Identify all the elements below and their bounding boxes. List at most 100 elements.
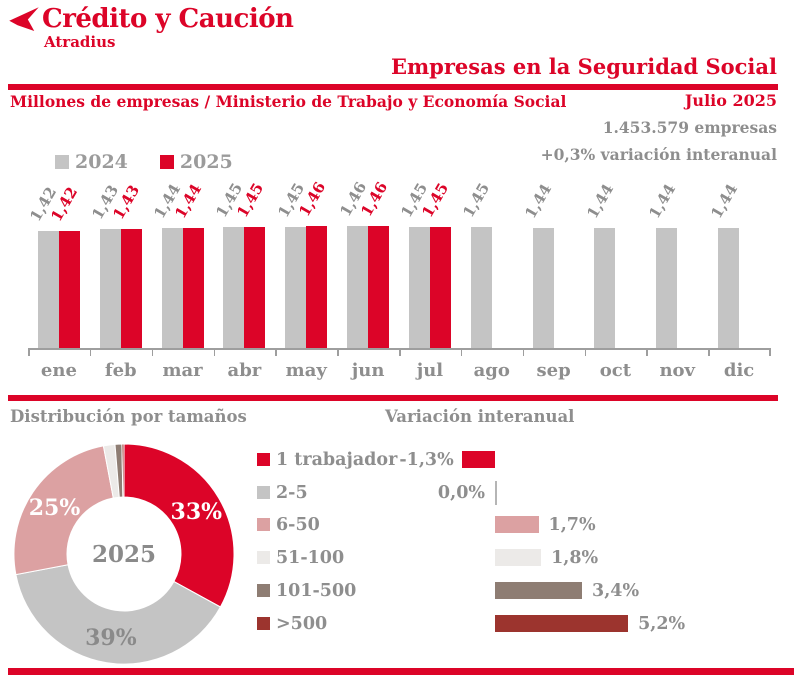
x-axis-tick: [275, 348, 277, 356]
bar-chart-legend: 2024 2025: [55, 151, 233, 173]
size-legend-swatch--500: [257, 616, 270, 630]
x-axis-label-dic: dic: [723, 360, 755, 381]
size-legend-swatch-101-500: [257, 583, 270, 597]
x-axis-label-abr: abr: [227, 360, 262, 381]
bar-2024-feb: [99, 229, 121, 348]
bar-2024-oct: [594, 228, 616, 348]
bar-2025-abr: [244, 226, 266, 348]
size-legend-label-1-trabajador: 1 trabajador: [276, 450, 398, 470]
size-distribution-donut-chart: 33% 39% 25% 2025: [13, 443, 235, 665]
x-axis-tick: [28, 348, 30, 356]
distribution-section-title: Distribución por tamaños: [10, 407, 247, 426]
bar-2024-sep: [532, 228, 554, 348]
x-axis-tick: [337, 348, 339, 356]
bar-2024-ene: [37, 230, 59, 348]
x-axis-label-mar: mar: [162, 360, 203, 381]
size-legend-label-101-500: 101-500: [276, 580, 357, 601]
x-axis-label-ene: ene: [40, 360, 77, 381]
page-title: Empresas en la Seguridad Social: [390, 54, 777, 79]
period-label: Julio 2025: [684, 91, 777, 110]
bar-2024-jun: [347, 225, 369, 348]
variation-value-label-101-500: 3,4%: [592, 580, 640, 601]
donut-slice-1-trabajador: [123, 443, 235, 608]
x-axis-tick: [708, 348, 710, 356]
variation-stat: +0,3% variación interanual: [540, 145, 777, 164]
size-legend-label--500: >500: [276, 613, 328, 634]
x-axis-tick: [213, 348, 215, 356]
bar-value-label-2024-sep: 1,44: [521, 180, 556, 222]
bar-2024-abr: [223, 226, 245, 348]
variation-value-label-51-100: 1,8%: [551, 548, 599, 569]
variation-section-title: Variación interanual: [385, 407, 575, 426]
x-axis-tick: [584, 348, 586, 356]
brand-bird-icon: [9, 7, 39, 31]
size-legend-label-51-100: 51-100: [276, 548, 345, 569]
x-axis-label-jul: jul: [416, 360, 444, 381]
donut-slice-2-5: [15, 564, 222, 665]
legend-item-2025: 2025: [159, 151, 233, 173]
brand-subname: Atradius: [44, 33, 116, 51]
x-axis-label-sep: sep: [536, 360, 571, 381]
x-axis-label-may: may: [285, 360, 327, 381]
size-legend-swatch-51-100: [257, 551, 270, 565]
donut-center-year-label: 2025: [92, 541, 156, 568]
legend-item-2024: 2024: [55, 151, 128, 173]
bar-value-label-2024-ago: 1,45: [459, 179, 494, 221]
bar-2025-jul: [429, 226, 451, 348]
x-axis-label-nov: nov: [659, 360, 696, 381]
middle-divider: [8, 395, 778, 401]
bar-2025-mar: [182, 228, 204, 348]
brand-name: Crédito y Caución: [42, 4, 294, 34]
bar-2025-ene: [58, 230, 80, 348]
size-legend-label-2-5: 2-5: [276, 482, 308, 503]
yoy-variation-bar-chart: 1 trabajador -1,3% 2-5 0,0% 6-50 1,7% 51-100 1,…: [257, 450, 802, 660]
variation-value-label-1-trabajador: -1,3%: [399, 450, 454, 470]
donut-slice-percent-label: 33%: [171, 499, 223, 525]
bar-2024-ago: [470, 226, 492, 348]
bar-2025-feb: [120, 229, 142, 348]
size-legend-swatch-6-50: [257, 518, 270, 532]
bar-2024-dic: [718, 228, 740, 348]
variation-value-label--500: 5,2%: [638, 613, 686, 634]
legend-label-2025: 2025: [179, 151, 233, 173]
bar-value-label-2024-dic: 1,44: [706, 180, 741, 222]
x-axis-tick: [522, 348, 525, 356]
legend-swatch-2024: [55, 155, 69, 169]
bar-value-label-2024-nov: 1,44: [645, 180, 679, 222]
variation-bar--500: [495, 614, 629, 632]
bar-2024-may: [285, 226, 307, 348]
donut-slice-percent-label: 39%: [85, 625, 137, 651]
variation-value-label-6-50: 1,7%: [548, 515, 596, 536]
legend-label-2024: 2024: [75, 151, 128, 173]
variation-zero-axis: [495, 480, 497, 505]
x-axis-label-ago: ago: [473, 360, 510, 381]
bar-2024-mar: [161, 228, 183, 348]
x-axis-label-jun: jun: [351, 360, 385, 381]
variation-bar-101-500: [495, 581, 583, 599]
bar-2024-nov: [656, 228, 678, 348]
bar-2025-jun: [368, 225, 390, 348]
variation-bar-51-100: [495, 549, 542, 567]
donut-slice--500: [121, 443, 125, 498]
chart-subtitle: Millones de empresas / Ministerio de Tra…: [10, 92, 567, 111]
size-legend-swatch-1-trabajador: [257, 453, 270, 466]
header-divider: [8, 84, 778, 90]
monthly-bar-chart: 1,42 1,42 ene 1,43 1,43 feb 1,44 1,44 mar 1,45 1,4…: [27, 168, 771, 393]
legend-swatch-2025: [159, 155, 174, 169]
total-companies-stat: 1.453.579 empresas: [602, 118, 777, 137]
x-axis-label-oct: oct: [599, 360, 632, 381]
variation-bar-6-50: [495, 516, 539, 534]
x-axis-tick: [151, 348, 154, 356]
footer-divider: [8, 668, 794, 675]
bar-value-label-2024-oct: 1,44: [583, 180, 618, 222]
variation-bar-1-trabajador: [461, 451, 495, 468]
x-axis-tick: [769, 348, 771, 356]
x-axis-label-feb: feb: [104, 360, 137, 381]
size-legend-swatch-2-5: [257, 485, 270, 499]
x-axis-tick: [646, 348, 648, 356]
variation-value-label-2-5: 0,0%: [437, 482, 485, 503]
donut-slice-percent-label: 25%: [29, 495, 81, 521]
x-axis-line: [28, 348, 770, 350]
x-axis-tick: [460, 348, 463, 356]
